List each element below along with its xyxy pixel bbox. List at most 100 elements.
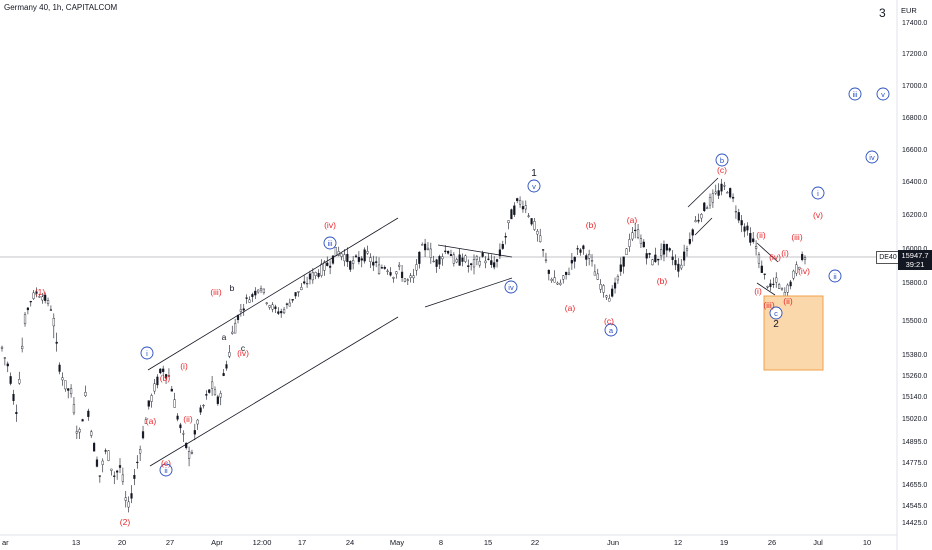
wave-label: (b)	[586, 220, 597, 230]
candle-body	[360, 258, 363, 261]
candle-body	[677, 263, 680, 272]
candle-body	[202, 404, 205, 407]
wave-label: (a)	[146, 416, 157, 426]
candle-body	[634, 229, 637, 232]
candle-body	[389, 272, 392, 276]
x-tick-label: 26	[768, 538, 776, 547]
wave-label: a	[609, 326, 614, 335]
candle-body	[708, 197, 712, 206]
y-tick-label: 15500.0	[902, 318, 927, 325]
candle-body	[329, 265, 332, 268]
candle-body	[136, 461, 139, 464]
upper-channel-line	[147, 217, 399, 371]
candle-body	[93, 443, 96, 452]
candle-body	[769, 283, 772, 287]
candle-body	[164, 374, 168, 379]
candle-body	[576, 248, 579, 250]
candle-body	[432, 260, 435, 263]
candle-body	[245, 297, 248, 299]
wave-label-circle	[811, 186, 825, 200]
candle-body	[472, 259, 476, 268]
wave-label-circle	[159, 463, 173, 477]
wave-label-circle	[504, 280, 518, 294]
candle-body	[222, 373, 225, 376]
candle-body	[81, 419, 84, 422]
candle-body	[340, 253, 343, 257]
candle-body	[464, 255, 467, 262]
candle-body	[639, 238, 643, 244]
candle-body	[29, 301, 32, 303]
wave-label: (c)	[717, 165, 727, 175]
wave-label: (iv)	[798, 266, 810, 276]
candle-body	[41, 296, 44, 301]
candle-body	[12, 394, 15, 401]
candle-body	[331, 255, 335, 264]
candle-body	[15, 411, 18, 415]
candle-body	[495, 259, 499, 262]
candle-body	[665, 243, 668, 251]
candle-body	[599, 284, 602, 290]
candle-body	[0, 346, 4, 349]
candle-body	[605, 295, 608, 298]
candle-body	[386, 270, 389, 272]
candle-body	[90, 431, 93, 436]
wave-label-circle	[848, 87, 862, 101]
candle-body	[61, 377, 64, 381]
candle-body	[395, 271, 398, 275]
candle-body	[139, 449, 142, 454]
candle-body	[208, 389, 211, 393]
candle-body	[259, 288, 263, 291]
candle-body	[697, 219, 700, 222]
candle-body	[343, 254, 346, 262]
corner-label: 3	[879, 6, 886, 20]
wave-label: ii	[164, 466, 168, 475]
candle-body	[481, 252, 484, 257]
candle-body	[58, 364, 61, 372]
candle-body	[190, 452, 194, 454]
candle-body	[775, 277, 778, 283]
candle-body	[418, 251, 421, 264]
wave-label: ii	[833, 272, 837, 281]
candle-body	[636, 229, 640, 238]
candle-body	[239, 309, 242, 312]
wave-label: (b)	[160, 373, 171, 383]
y-tick-label: 17200.0	[902, 51, 927, 58]
candle-body	[23, 314, 27, 325]
candle-body	[475, 256, 478, 260]
candle-body	[141, 431, 145, 439]
candle-body	[101, 460, 104, 465]
lower-channel-line	[149, 316, 399, 467]
wave-label: iv	[508, 283, 514, 292]
candle-body	[87, 410, 90, 417]
candle-body	[294, 292, 297, 297]
candle-body	[683, 251, 686, 261]
candle-body	[547, 269, 550, 274]
last-price: 15947.7	[901, 251, 929, 260]
candle-body	[199, 407, 202, 413]
candle-body	[772, 283, 775, 286]
candle-body	[582, 245, 585, 250]
candle-body	[234, 323, 237, 334]
x-tick-label: 19	[720, 538, 728, 547]
candle-body	[130, 493, 133, 499]
candle-body	[156, 376, 159, 386]
candle-body	[585, 255, 588, 260]
candle-body	[795, 264, 798, 274]
wave-label-circle	[828, 269, 842, 283]
candle-body	[38, 296, 41, 298]
candle-body	[533, 221, 536, 230]
x-tick-label: 20	[118, 538, 126, 547]
candle-body	[225, 364, 228, 369]
candle-body	[303, 281, 306, 284]
y-tick-label: 17000.0	[902, 83, 927, 90]
wave-label: (ii)	[183, 414, 193, 424]
candle-body	[777, 284, 781, 289]
final-wedge-upper	[756, 242, 779, 263]
candle-body	[320, 263, 323, 276]
candle-body	[648, 253, 651, 255]
candle-body	[297, 291, 300, 293]
wave-label: (iv)	[324, 220, 336, 230]
candle-body	[740, 220, 743, 226]
